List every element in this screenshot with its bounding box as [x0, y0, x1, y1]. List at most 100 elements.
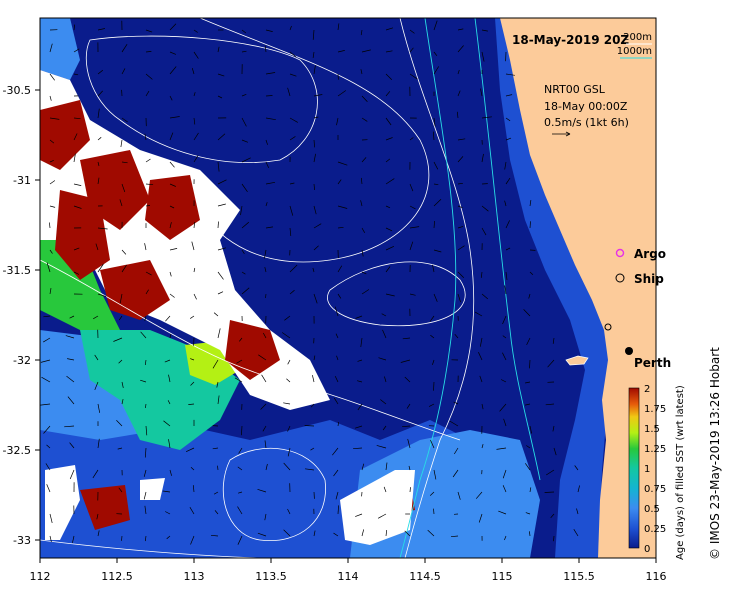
current-arrow — [529, 221, 531, 229]
current-arrow — [241, 117, 247, 127]
current-arrow — [97, 90, 103, 97]
current-arrow — [165, 315, 171, 322]
current-arrow — [552, 337, 555, 344]
current-arrow — [503, 418, 507, 427]
current-arrow — [286, 378, 291, 383]
current-arrow — [430, 439, 435, 449]
current-arrow — [287, 87, 291, 97]
current-arrow — [241, 249, 245, 254]
current-arrow — [337, 179, 342, 185]
current-arrow — [457, 138, 466, 141]
current-info-line1: NRT00 GSL — [544, 83, 606, 96]
colorbar-tick-label: 1.5 — [644, 424, 660, 435]
current-arrow — [454, 447, 459, 455]
current-arrow — [429, 491, 435, 496]
current-arrow — [336, 117, 339, 126]
current-arrow — [457, 491, 461, 500]
current-arrow — [97, 227, 108, 230]
current-arrow — [121, 264, 127, 273]
current-arrow — [241, 425, 243, 436]
current-arrow — [480, 88, 483, 97]
current-arrow — [502, 335, 507, 339]
current-arrow — [94, 354, 99, 361]
current-arrow — [145, 425, 148, 436]
current-arrow — [169, 161, 175, 168]
current-arrow — [65, 335, 75, 339]
current-arrow — [409, 487, 411, 493]
current-arrow — [404, 376, 411, 383]
current-arrow — [140, 331, 147, 339]
current-arrow — [140, 379, 147, 383]
x-tick-label: 113 — [184, 570, 205, 583]
current-arrow — [478, 352, 483, 361]
green-region — [40, 240, 120, 330]
current-arrow — [73, 271, 80, 275]
current-arrow — [169, 183, 176, 187]
current-arrow — [385, 27, 394, 31]
current-arrow — [143, 469, 147, 477]
current-arrow — [480, 271, 483, 278]
current-arrow — [119, 199, 123, 207]
ship-marker-icon — [615, 273, 625, 283]
current-arrow — [500, 379, 507, 383]
current-arrow — [97, 137, 102, 141]
current-arrow — [383, 486, 387, 493]
current-arrow — [49, 95, 52, 101]
current-arrow — [313, 293, 318, 304]
current-arrow — [188, 403, 195, 405]
current-arrow — [217, 73, 225, 77]
current-arrow — [385, 178, 395, 185]
current-arrow — [162, 490, 171, 493]
current-arrow — [168, 374, 171, 383]
current-arrow — [262, 425, 267, 432]
current-arrow — [121, 117, 128, 123]
colorbar-tick-label: 1 — [644, 464, 650, 475]
current-arrow — [73, 205, 82, 209]
x-tick-label: 114 — [338, 570, 359, 583]
current-arrow — [191, 241, 195, 251]
current-arrow — [452, 469, 459, 478]
current-arrow — [499, 403, 507, 412]
current-arrow — [409, 293, 416, 296]
current-arrow — [433, 220, 435, 229]
current-arrow — [361, 271, 367, 275]
current-arrow — [121, 381, 124, 388]
current-arrow — [264, 249, 267, 259]
current-arrow — [529, 271, 534, 276]
current-arrow — [67, 396, 75, 405]
current-arrow — [457, 90, 461, 97]
current-arrow — [304, 425, 315, 427]
current-arrow — [312, 375, 315, 383]
current-arrow — [360, 337, 363, 348]
current-arrow — [169, 51, 177, 55]
current-arrow — [287, 425, 291, 432]
current-arrow — [408, 465, 411, 471]
current-arrow — [73, 183, 82, 186]
current-arrow — [334, 306, 339, 317]
current-arrow — [377, 513, 387, 519]
current-arrow — [337, 226, 344, 229]
current-arrow — [257, 532, 267, 537]
current-arrow — [163, 420, 171, 427]
current-arrow — [433, 381, 435, 391]
current-arrow — [335, 491, 339, 500]
current-arrow — [360, 200, 363, 207]
current-arrow — [289, 73, 297, 77]
current-arrow — [262, 332, 267, 339]
current-arrow — [433, 199, 442, 207]
current-arrow — [313, 65, 316, 75]
current-arrow — [353, 447, 363, 450]
x-tick-label: 115 — [492, 570, 513, 583]
current-arrow — [529, 487, 532, 493]
current-arrow — [337, 23, 340, 31]
current-arrow — [360, 69, 363, 75]
current-arrow — [313, 116, 319, 119]
current-arrow — [360, 29, 363, 36]
current-arrow — [241, 287, 250, 295]
current-arrow — [457, 45, 464, 53]
current-arrow — [433, 469, 437, 480]
current-arrow — [335, 333, 339, 339]
current-arrow — [337, 90, 347, 97]
current-arrow — [145, 271, 152, 276]
